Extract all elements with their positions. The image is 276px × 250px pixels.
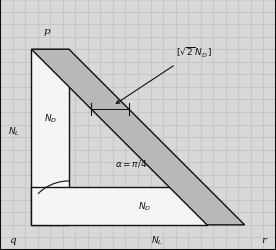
Text: $N_D$: $N_D$ — [44, 112, 57, 125]
Text: $N_D$: $N_D$ — [138, 200, 151, 212]
Text: q: q — [9, 236, 16, 244]
Text: $N_L$: $N_L$ — [151, 234, 163, 246]
Bar — [31, 50, 69, 225]
Text: $\alpha = \pi/4$: $\alpha = \pi/4$ — [115, 157, 148, 168]
Polygon shape — [31, 50, 245, 225]
Bar — [31, 188, 207, 225]
Text: $[\sqrt{2}\,N_D\,]$: $[\sqrt{2}\,N_D\,]$ — [176, 46, 213, 60]
Text: $N_L$: $N_L$ — [8, 125, 20, 138]
Text: r: r — [261, 236, 266, 244]
Text: p: p — [43, 27, 50, 36]
